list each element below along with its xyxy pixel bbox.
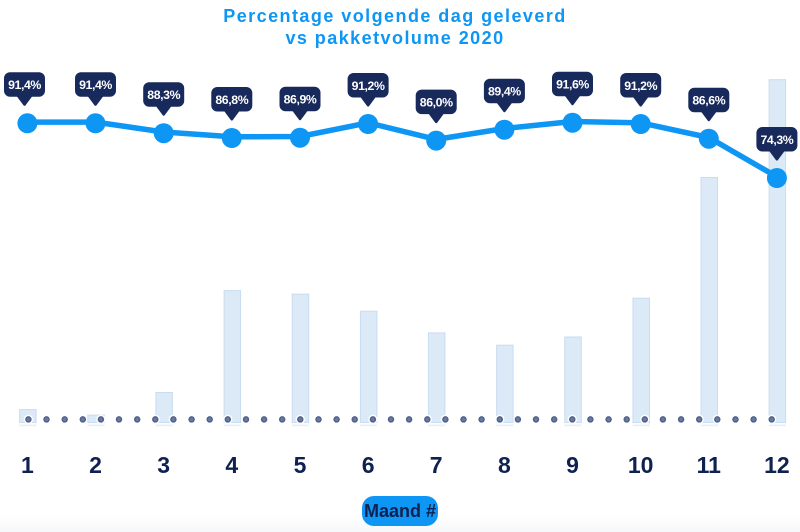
svg-text:86,0%: 86,0% — [420, 96, 453, 110]
svg-text:91,2%: 91,2% — [352, 79, 385, 93]
svg-text:5: 5 — [294, 452, 307, 478]
svg-text:86,6%: 86,6% — [692, 94, 725, 108]
svg-text:2: 2 — [89, 452, 102, 478]
svg-text:91,6%: 91,6% — [556, 78, 589, 92]
svg-text:88,3%: 88,3% — [147, 88, 180, 102]
svg-text:12: 12 — [764, 452, 790, 478]
svg-text:7: 7 — [430, 452, 443, 478]
svg-text:4: 4 — [225, 452, 238, 478]
svg-text:89,4%: 89,4% — [488, 85, 521, 99]
svg-text:8: 8 — [498, 452, 511, 478]
svg-text:86,9%: 86,9% — [284, 93, 317, 107]
svg-text:9: 9 — [566, 452, 579, 478]
svg-text:3: 3 — [157, 452, 170, 478]
svg-text:11: 11 — [697, 452, 722, 478]
svg-text:74,3%: 74,3% — [760, 133, 793, 147]
svg-text:6: 6 — [362, 452, 375, 478]
svg-text:86,8%: 86,8% — [215, 93, 248, 107]
svg-text:91,4%: 91,4% — [8, 78, 41, 92]
svg-text:91,2%: 91,2% — [624, 79, 657, 93]
svg-text:91,4%: 91,4% — [79, 78, 112, 92]
svg-text:10: 10 — [628, 452, 654, 478]
svg-text:1: 1 — [21, 452, 34, 478]
